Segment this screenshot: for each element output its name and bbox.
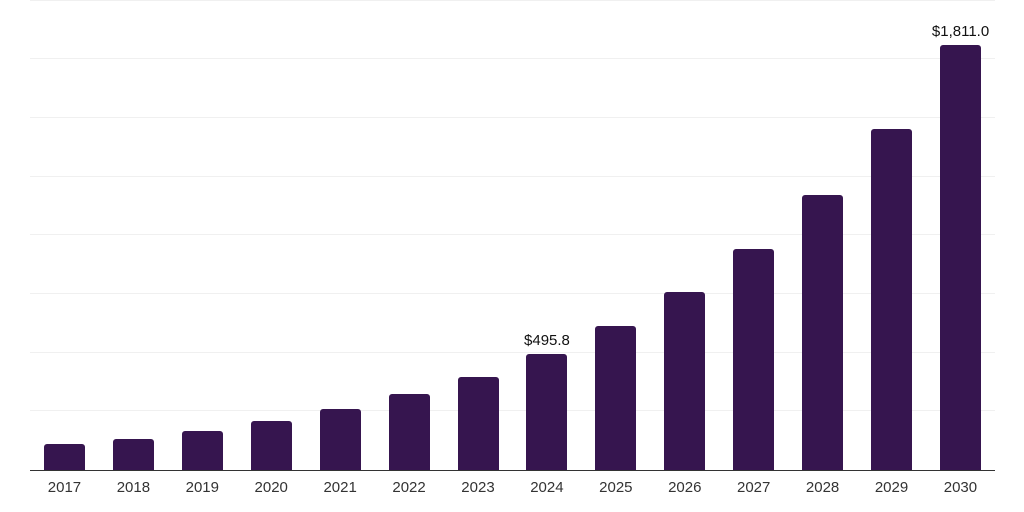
x-tick-2021: 2021 xyxy=(323,479,357,496)
bar-2024 xyxy=(526,353,568,470)
x-tick-2017: 2017 xyxy=(47,479,82,496)
gridline xyxy=(30,175,995,177)
bar-2030 xyxy=(940,45,982,470)
gridline xyxy=(30,410,995,412)
value-label-2024: $495.8 xyxy=(524,331,570,349)
bar-2021 xyxy=(319,409,361,470)
x-tick-2026: 2026 xyxy=(668,479,702,496)
bar-2018 xyxy=(112,438,154,470)
x-tick-2028: 2028 xyxy=(805,479,840,496)
bar-2026 xyxy=(664,292,706,470)
x-tick-2030: 2030 xyxy=(943,479,978,496)
x-tick-2019: 2019 xyxy=(185,479,219,496)
x-tick-2022: 2022 xyxy=(392,479,426,496)
bar-2020 xyxy=(250,421,292,470)
gridline xyxy=(30,117,995,119)
gridline xyxy=(30,293,995,295)
bar-2022 xyxy=(388,394,430,470)
plot-area: $495.8 $1,811.0 xyxy=(30,0,995,471)
gridline xyxy=(30,58,995,60)
x-tick-2027: 2027 xyxy=(736,479,771,496)
x-tick-2029: 2029 xyxy=(874,479,909,496)
x-axis: 2017 2018 2019 2020 2021 2022 2023 2024 2025 2026… xyxy=(30,479,995,501)
bar-2023 xyxy=(457,376,499,470)
x-tick-2018: 2018 xyxy=(116,479,151,496)
bar-2029 xyxy=(871,128,913,470)
bar-2017 xyxy=(43,444,85,470)
x-tick-2025: 2025 xyxy=(599,479,633,496)
value-label-2030: $1,811.0 xyxy=(931,23,990,41)
gridline xyxy=(30,0,995,1)
x-tick-2024: 2024 xyxy=(530,479,564,496)
bar-2019 xyxy=(181,430,223,470)
bar-2028 xyxy=(802,195,844,470)
bar-2027 xyxy=(733,248,775,470)
x-tick-2020: 2020 xyxy=(254,479,288,496)
gridline xyxy=(30,351,995,353)
x-tick-2023: 2023 xyxy=(461,479,495,496)
gridline xyxy=(30,234,995,236)
bar-2025 xyxy=(595,326,637,470)
